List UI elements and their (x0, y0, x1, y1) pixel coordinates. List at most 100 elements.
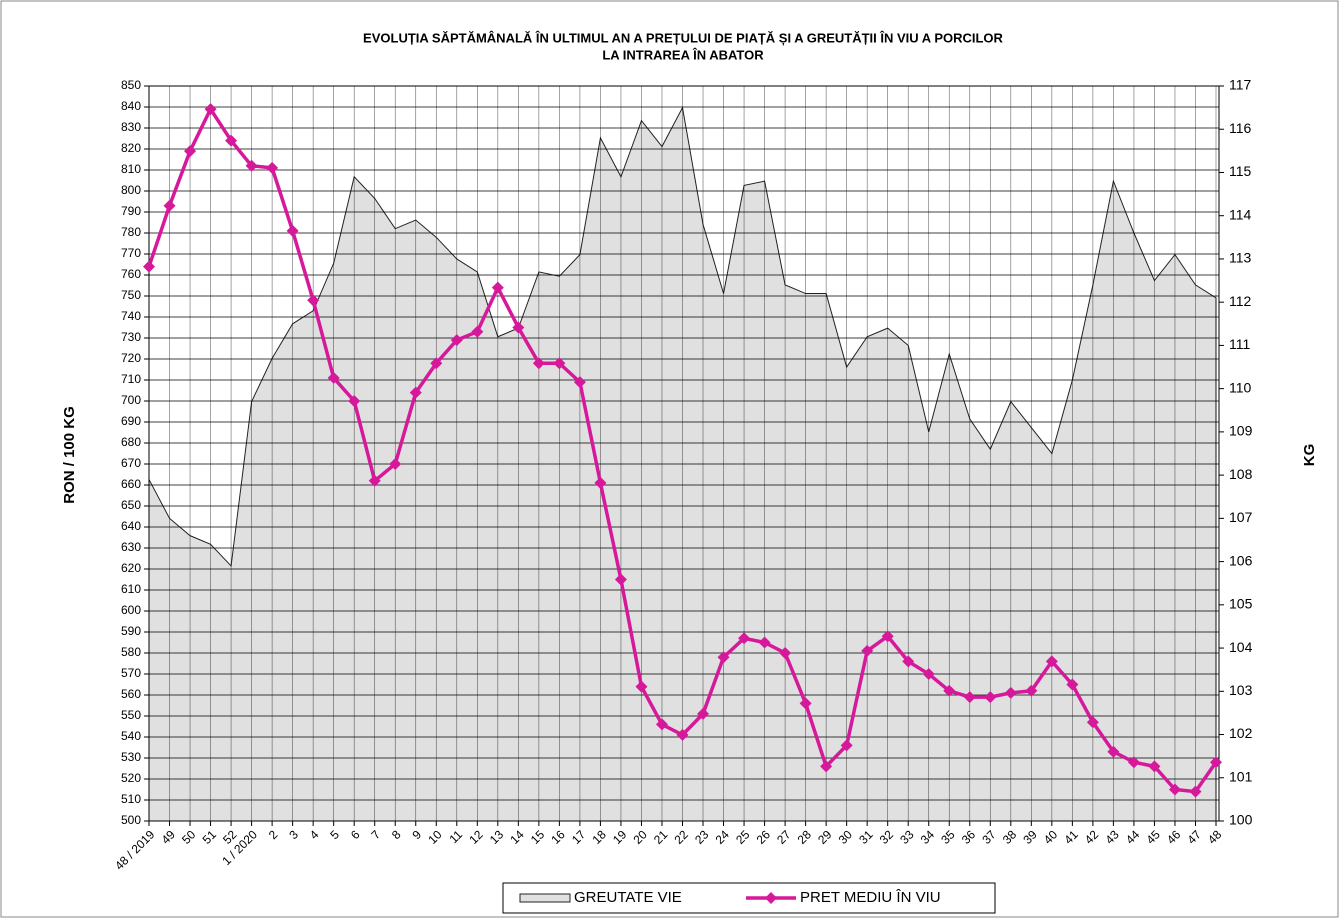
y-tick-label: 550 (121, 708, 141, 722)
y2-tick-label: 110 (1229, 379, 1252, 395)
marker (963, 691, 976, 704)
marker (143, 260, 155, 273)
plot-border (148, 85, 1220, 822)
chart-title: LA INTRAREA ÎN ABATOR (602, 47, 764, 62)
marker (655, 718, 668, 731)
legend-marker (765, 892, 777, 904)
grid-overlay (148, 85, 1219, 822)
y-tick-label: 610 (121, 582, 141, 596)
y-tick-label: 590 (121, 624, 141, 638)
y2-tick-label: 104 (1229, 639, 1253, 655)
y-tick-label: 680 (121, 435, 141, 449)
y-tick-label: 840 (121, 99, 141, 113)
marker (840, 739, 853, 752)
marker (348, 395, 361, 407)
marker (1004, 686, 1017, 699)
marker (1025, 684, 1038, 697)
y2-tick-label: 113 (1229, 250, 1252, 266)
y2-tick-label: 108 (1229, 466, 1253, 482)
marker (491, 281, 504, 294)
marker (902, 655, 915, 668)
marker (820, 760, 833, 773)
y-tick-label: 720 (121, 351, 141, 365)
marker (1168, 783, 1181, 796)
y2-tick-label: 106 (1229, 552, 1253, 568)
marker (943, 684, 956, 697)
y-tick-label: 530 (121, 750, 141, 764)
marker (245, 159, 258, 172)
marker (204, 103, 217, 116)
marker (1066, 678, 1079, 691)
marker (799, 697, 812, 710)
y2-tick-label: 102 (1229, 725, 1253, 741)
marker (532, 357, 545, 370)
marker (327, 371, 340, 384)
marker (779, 647, 792, 659)
y-tick-label: 660 (121, 477, 141, 491)
marker (984, 691, 997, 704)
y-tick-label: 640 (121, 519, 141, 533)
marker (573, 376, 586, 389)
marker (758, 636, 771, 649)
marker (553, 357, 566, 370)
y-tick-label: 560 (121, 687, 141, 701)
y-tick-label: 850 (121, 78, 141, 92)
y-axis-title: RON / 100 KG (61, 406, 78, 504)
legend-label: PRET MEDIU ÎN VIU (800, 889, 941, 906)
marker (614, 573, 627, 586)
marker (471, 325, 484, 338)
y-tick-label: 810 (121, 162, 141, 176)
y-tick-label: 500 (121, 813, 141, 827)
y-tick-label: 760 (121, 267, 141, 281)
y2-tick-label: 111 (1229, 336, 1250, 352)
marker (512, 321, 525, 334)
marker (717, 651, 730, 664)
marker (861, 644, 874, 657)
y-tick-label: 700 (121, 393, 141, 407)
y-tick-label: 670 (121, 456, 141, 470)
y-tick-label: 750 (121, 288, 141, 302)
marker (163, 199, 176, 212)
marker (1045, 655, 1058, 668)
y-tick-label: 630 (121, 540, 141, 554)
marker (881, 630, 894, 643)
y2-tick-label: 101 (1229, 768, 1253, 784)
y2-tick-label: 116 (1229, 120, 1252, 136)
marker (266, 161, 279, 174)
y2-tick-label: 107 (1229, 509, 1253, 525)
y-tick-label: 730 (121, 330, 141, 344)
y-tick-label: 790 (121, 204, 141, 218)
y-tick-label: 520 (121, 771, 141, 785)
marker (307, 294, 320, 307)
marker (286, 224, 299, 237)
y2-tick-label: 115 (1229, 163, 1252, 179)
marker (1189, 785, 1202, 798)
legend-swatch (519, 893, 571, 903)
y-tick-label: 710 (121, 372, 141, 386)
y2-tick-label: 112 (1229, 293, 1252, 309)
y-tick-label: 820 (121, 141, 141, 155)
marker (1148, 760, 1161, 773)
y2-tick-label: 103 (1229, 682, 1253, 698)
marker (225, 134, 238, 147)
marker (184, 145, 197, 158)
marker (594, 476, 607, 489)
y-tick-label: 570 (121, 666, 141, 680)
y-tick-label: 800 (121, 183, 141, 197)
chart-title: EVOLUȚIA SĂPTĂMÂNALĂ ÎN ULTIMUL AN A PRE… (363, 30, 1003, 45)
y2-tick-label: 109 (1229, 423, 1253, 439)
y-tick-label: 740 (121, 309, 141, 323)
marker (697, 707, 710, 720)
marker (389, 458, 402, 470)
marker (450, 334, 463, 347)
marker (430, 357, 443, 370)
marker (1086, 716, 1099, 729)
marker (1107, 745, 1120, 758)
y2-axis-title: KG (1301, 444, 1318, 467)
marker (635, 680, 648, 693)
y2-tick-label: 100 (1229, 812, 1253, 828)
marker (1127, 756, 1140, 769)
y-tick-label: 830 (121, 120, 141, 134)
marker (409, 386, 422, 399)
